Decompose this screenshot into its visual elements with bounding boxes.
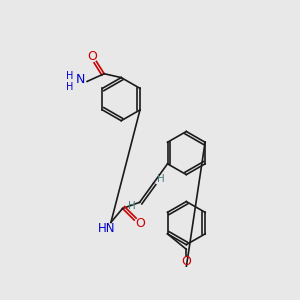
Text: H
H: H H bbox=[66, 70, 73, 92]
Text: HN: HN bbox=[98, 222, 116, 235]
Text: O: O bbox=[135, 218, 145, 230]
Text: H: H bbox=[128, 201, 136, 211]
Text: H: H bbox=[158, 174, 165, 184]
Text: O: O bbox=[88, 50, 98, 63]
Text: O: O bbox=[182, 255, 191, 268]
Text: N: N bbox=[76, 74, 86, 86]
